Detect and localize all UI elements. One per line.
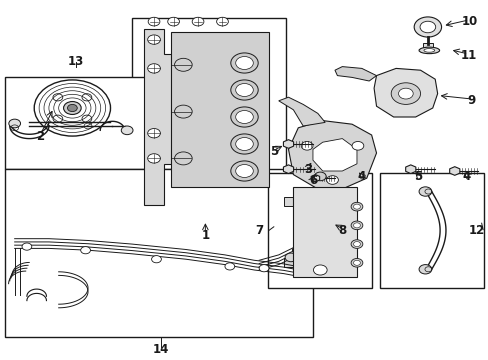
Polygon shape <box>283 165 293 174</box>
Circle shape <box>147 154 160 163</box>
Text: 11: 11 <box>459 49 476 62</box>
Bar <box>380 173 483 288</box>
Circle shape <box>147 129 160 138</box>
Circle shape <box>151 256 161 263</box>
Circle shape <box>148 17 160 26</box>
Text: 1: 1 <box>201 229 209 242</box>
Polygon shape <box>312 139 356 171</box>
Circle shape <box>326 176 338 184</box>
Circle shape <box>353 260 360 265</box>
Polygon shape <box>278 97 325 126</box>
Polygon shape <box>288 121 376 189</box>
Circle shape <box>235 111 253 123</box>
Circle shape <box>419 21 435 33</box>
Circle shape <box>235 84 253 96</box>
Polygon shape <box>449 167 459 175</box>
Text: 4: 4 <box>357 170 365 183</box>
Circle shape <box>167 17 179 26</box>
Circle shape <box>353 242 360 247</box>
Bar <box>422 43 432 49</box>
Text: 7: 7 <box>254 224 263 237</box>
Circle shape <box>230 80 258 100</box>
Circle shape <box>301 141 312 150</box>
Circle shape <box>230 107 258 127</box>
Circle shape <box>81 247 90 254</box>
Circle shape <box>174 58 192 71</box>
Circle shape <box>230 161 258 181</box>
Circle shape <box>353 223 360 228</box>
Circle shape <box>353 204 360 209</box>
Polygon shape <box>334 67 376 81</box>
Circle shape <box>350 258 362 267</box>
Circle shape <box>418 265 431 274</box>
Bar <box>283 197 294 206</box>
Circle shape <box>350 240 362 248</box>
Circle shape <box>224 263 234 270</box>
Circle shape <box>230 134 258 154</box>
Text: 9: 9 <box>467 94 475 107</box>
Text: 5: 5 <box>413 170 421 183</box>
Circle shape <box>390 83 420 104</box>
Polygon shape <box>144 29 173 205</box>
Bar <box>267 173 371 288</box>
Circle shape <box>9 119 20 128</box>
Bar <box>283 258 294 267</box>
Circle shape <box>235 57 253 69</box>
Circle shape <box>413 17 441 37</box>
Circle shape <box>174 105 192 118</box>
Text: 13: 13 <box>67 55 84 68</box>
Ellipse shape <box>418 47 439 54</box>
Circle shape <box>147 35 160 44</box>
Circle shape <box>216 17 228 26</box>
Text: 6: 6 <box>308 174 316 186</box>
Text: 5: 5 <box>269 145 277 158</box>
Circle shape <box>174 152 192 165</box>
Text: 2: 2 <box>36 130 44 143</box>
Polygon shape <box>283 140 293 148</box>
Text: 10: 10 <box>460 15 477 28</box>
Circle shape <box>121 126 133 135</box>
Polygon shape <box>373 68 437 117</box>
Circle shape <box>398 88 412 99</box>
Text: 4: 4 <box>462 170 470 183</box>
Circle shape <box>314 172 325 181</box>
Polygon shape <box>293 187 356 277</box>
Circle shape <box>418 187 431 196</box>
Circle shape <box>297 239 308 247</box>
Circle shape <box>235 165 253 177</box>
Bar <box>5 77 184 169</box>
Circle shape <box>285 253 296 262</box>
Circle shape <box>350 221 362 230</box>
Circle shape <box>63 102 81 114</box>
Bar <box>312 178 327 187</box>
Polygon shape <box>310 175 319 182</box>
Circle shape <box>230 53 258 73</box>
Circle shape <box>67 104 77 112</box>
Circle shape <box>313 265 326 275</box>
Bar <box>132 18 285 221</box>
Text: 14: 14 <box>153 343 169 356</box>
Circle shape <box>351 141 363 150</box>
Circle shape <box>350 202 362 211</box>
Ellipse shape <box>423 49 434 52</box>
Text: 8: 8 <box>338 224 346 237</box>
Circle shape <box>22 243 32 250</box>
Circle shape <box>192 17 203 26</box>
Circle shape <box>147 64 160 73</box>
Text: 12: 12 <box>468 224 484 237</box>
Polygon shape <box>171 32 268 187</box>
Circle shape <box>235 138 253 150</box>
Text: 3: 3 <box>304 163 311 176</box>
Circle shape <box>292 246 304 255</box>
Bar <box>5 169 312 337</box>
Circle shape <box>259 265 268 272</box>
Polygon shape <box>405 165 415 174</box>
